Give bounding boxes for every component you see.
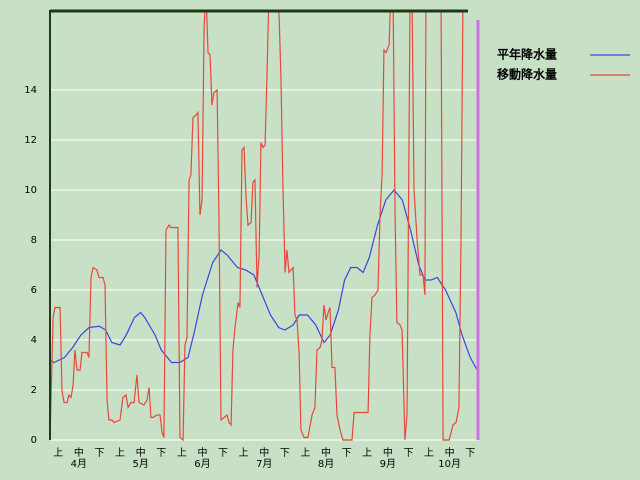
- y-tick-label: 10: [24, 185, 37, 196]
- x-tick-label: 中: [136, 446, 146, 459]
- y-tick-label: 4: [31, 335, 37, 346]
- month-label: 5月: [132, 458, 148, 470]
- x-tick-label: 上: [362, 447, 372, 459]
- x-tick-label: 下: [342, 448, 352, 459]
- y-tick-label: 2: [31, 385, 37, 396]
- month-label: 4月: [71, 458, 87, 470]
- legend-label: 移動降水量: [497, 67, 557, 82]
- x-tick-label: 中: [383, 446, 393, 459]
- series-line: [50, 189, 479, 373]
- x-tick-label: 中: [445, 446, 455, 459]
- labels: 02468101214上中下上中下上中下上中下上中下上中下上中下4月 5月 6月 7月…: [24, 47, 630, 470]
- y-tick-label: 0: [31, 435, 37, 446]
- x-tick-label: 上: [300, 447, 310, 459]
- x-tick-label: 中: [74, 446, 84, 459]
- series-line: [50, 10, 464, 441]
- month-label: 8月: [318, 458, 334, 470]
- plot-lines: [50, 10, 479, 441]
- x-tick-label: 下: [156, 448, 166, 459]
- x-tick-label: 上: [115, 447, 125, 459]
- month-label: 9月: [380, 458, 396, 470]
- month-label: 10月: [438, 458, 461, 470]
- y-tick-label: 8: [31, 235, 37, 246]
- x-tick-label: 下: [94, 448, 104, 459]
- x-tick-label: 上: [239, 447, 249, 459]
- x-tick-label: 下: [280, 448, 290, 459]
- x-tick-label: 下: [465, 448, 475, 459]
- grid: [50, 89, 479, 441]
- x-tick-label: 下: [403, 448, 413, 459]
- month-label: 6月: [194, 458, 210, 470]
- y-tick-label: 12: [24, 135, 37, 146]
- legend-label: 平年降水量: [497, 47, 557, 62]
- x-tick-label: 上: [177, 447, 187, 459]
- x-tick-label: 上: [424, 447, 434, 459]
- x-tick-label: 中: [321, 446, 331, 459]
- y-tick-label: 6: [31, 285, 37, 296]
- month-label: 7月: [256, 458, 272, 470]
- y-tick-label: 14: [24, 85, 37, 96]
- x-tick-label: 下: [218, 448, 228, 459]
- x-tick-label: 中: [197, 446, 207, 459]
- x-tick-label: 中: [259, 446, 269, 459]
- x-tick-label: 上: [53, 447, 63, 459]
